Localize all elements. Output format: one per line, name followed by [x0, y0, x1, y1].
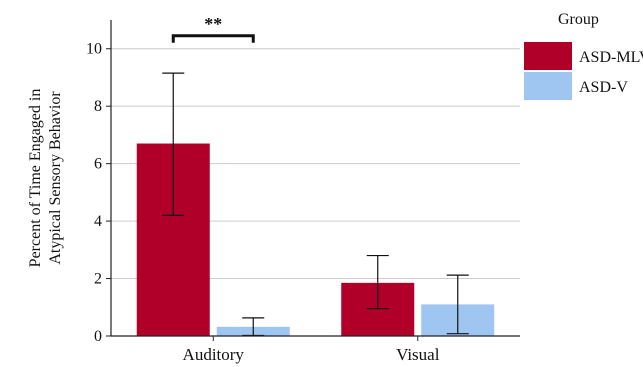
x-categories-group: Auditory Visual	[183, 336, 440, 364]
y-tick-label-0: 0	[94, 328, 102, 345]
legend-label-asd-mlv: ASD-MLV	[579, 49, 643, 66]
legend-swatch-asd-mlv	[524, 42, 572, 70]
significance-bracket	[171, 34, 255, 43]
y-ticks-group: 0 2 4 6 8 10	[86, 41, 111, 345]
y-axis-label: Percent of Time Engaged in Atypical Senso…	[27, 89, 64, 268]
y-axis-label-line-1: Percent of Time Engaged in	[27, 89, 44, 268]
significance-label: **	[204, 14, 222, 34]
y-tick-label-2: 2	[94, 271, 102, 288]
y-axis-label-line-2: Atypical Sensory Behavior	[47, 91, 64, 265]
legend-swatch-asd-v	[524, 72, 572, 100]
error-bars-group	[162, 72, 469, 337]
legend-title: Group	[558, 11, 599, 28]
y-tick-label-8: 8	[94, 98, 102, 115]
y-tick-label-10: 10	[86, 41, 102, 58]
bars-group	[136, 143, 495, 336]
y-tick-label-6: 6	[94, 156, 102, 173]
x-tick-label-visual: Visual	[396, 345, 440, 364]
axes-group	[110, 20, 520, 337]
legend-label-asd-v: ASD-V	[579, 79, 628, 96]
legend: Group ASD-MLV ASD-V	[524, 11, 643, 100]
y-tick-label-4: 4	[94, 213, 102, 230]
x-tick-label-auditory: Auditory	[183, 345, 245, 364]
annotations-group: **	[171, 14, 255, 43]
